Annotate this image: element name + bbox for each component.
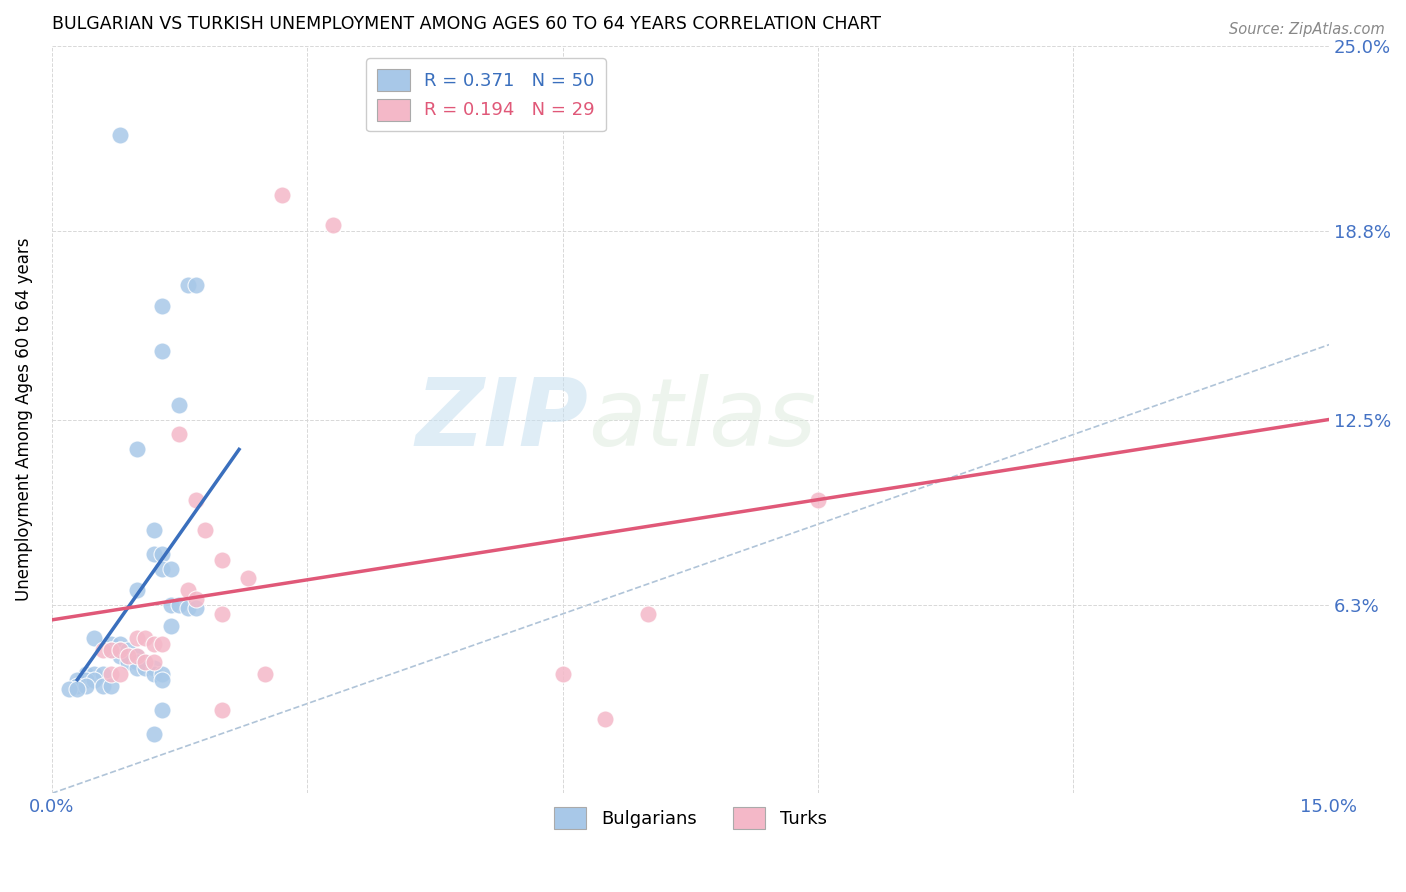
Point xyxy=(91,679,114,693)
Point xyxy=(75,673,97,687)
Point xyxy=(100,637,122,651)
Point xyxy=(186,591,208,606)
Point xyxy=(83,666,105,681)
Point xyxy=(142,637,165,651)
Point xyxy=(593,712,616,726)
Point xyxy=(160,598,183,612)
Y-axis label: Unemployment Among Ages 60 to 64 years: Unemployment Among Ages 60 to 64 years xyxy=(15,238,32,601)
Point xyxy=(66,681,89,696)
Point xyxy=(134,631,156,645)
Point xyxy=(125,655,148,669)
Point xyxy=(142,547,165,561)
Point xyxy=(125,631,148,645)
Point xyxy=(108,648,131,663)
Point xyxy=(75,679,97,693)
Point xyxy=(134,655,156,669)
Point xyxy=(142,655,165,669)
Text: Source: ZipAtlas.com: Source: ZipAtlas.com xyxy=(1229,22,1385,37)
Point xyxy=(125,582,148,597)
Point xyxy=(236,571,259,585)
Point xyxy=(637,607,659,621)
Point xyxy=(169,398,191,412)
Point xyxy=(152,637,174,651)
Point xyxy=(211,703,233,717)
Point xyxy=(177,582,200,597)
Point xyxy=(152,343,174,358)
Point xyxy=(253,666,276,681)
Point xyxy=(125,648,148,663)
Point xyxy=(186,277,208,292)
Legend: Bulgarians, Turks: Bulgarians, Turks xyxy=(547,800,834,837)
Point xyxy=(83,673,105,687)
Text: atlas: atlas xyxy=(588,374,817,465)
Point xyxy=(100,679,122,693)
Point xyxy=(91,642,114,657)
Point xyxy=(194,523,217,537)
Point xyxy=(125,442,148,457)
Point xyxy=(66,679,89,693)
Point xyxy=(108,642,131,657)
Point xyxy=(169,427,191,442)
Point xyxy=(152,666,174,681)
Point xyxy=(108,128,131,143)
Point xyxy=(186,601,208,615)
Point xyxy=(134,655,156,669)
Point xyxy=(152,547,174,561)
Point xyxy=(58,681,80,696)
Point xyxy=(142,523,165,537)
Point xyxy=(108,637,131,651)
Point xyxy=(125,648,148,663)
Point xyxy=(100,666,122,681)
Point xyxy=(83,631,105,645)
Point xyxy=(91,666,114,681)
Point xyxy=(125,661,148,675)
Point xyxy=(211,607,233,621)
Point xyxy=(142,666,165,681)
Point xyxy=(322,218,344,232)
Point xyxy=(134,661,156,675)
Point xyxy=(108,642,131,657)
Point xyxy=(152,703,174,717)
Point xyxy=(152,673,174,687)
Text: BULGARIAN VS TURKISH UNEMPLOYMENT AMONG AGES 60 TO 64 YEARS CORRELATION CHART: BULGARIAN VS TURKISH UNEMPLOYMENT AMONG … xyxy=(52,15,880,33)
Point xyxy=(100,642,122,657)
Point xyxy=(169,598,191,612)
Point xyxy=(152,299,174,313)
Point xyxy=(142,726,165,740)
Text: ZIP: ZIP xyxy=(415,374,588,466)
Point xyxy=(152,562,174,576)
Point xyxy=(108,666,131,681)
Point xyxy=(117,655,139,669)
Point xyxy=(160,619,183,633)
Point xyxy=(177,601,200,615)
Point xyxy=(100,642,122,657)
Point xyxy=(807,493,830,508)
Point xyxy=(211,553,233,567)
Point xyxy=(270,188,292,202)
Point xyxy=(142,661,165,675)
Point xyxy=(160,562,183,576)
Point xyxy=(117,648,139,663)
Point xyxy=(177,277,200,292)
Point xyxy=(117,642,139,657)
Point xyxy=(117,648,139,663)
Point xyxy=(66,673,89,687)
Point xyxy=(186,493,208,508)
Point xyxy=(75,666,97,681)
Point xyxy=(551,666,574,681)
